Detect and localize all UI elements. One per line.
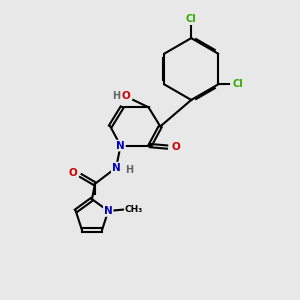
Text: H: H	[112, 91, 120, 101]
Text: N: N	[116, 141, 125, 151]
Text: N: N	[112, 163, 121, 173]
Text: Cl: Cl	[186, 14, 196, 24]
Text: H: H	[125, 165, 134, 175]
Text: CH₃: CH₃	[125, 205, 143, 214]
Text: O: O	[121, 91, 130, 101]
Text: O: O	[68, 168, 77, 178]
Text: O: O	[172, 142, 180, 152]
Text: N: N	[104, 206, 112, 216]
Text: Cl: Cl	[232, 80, 243, 89]
